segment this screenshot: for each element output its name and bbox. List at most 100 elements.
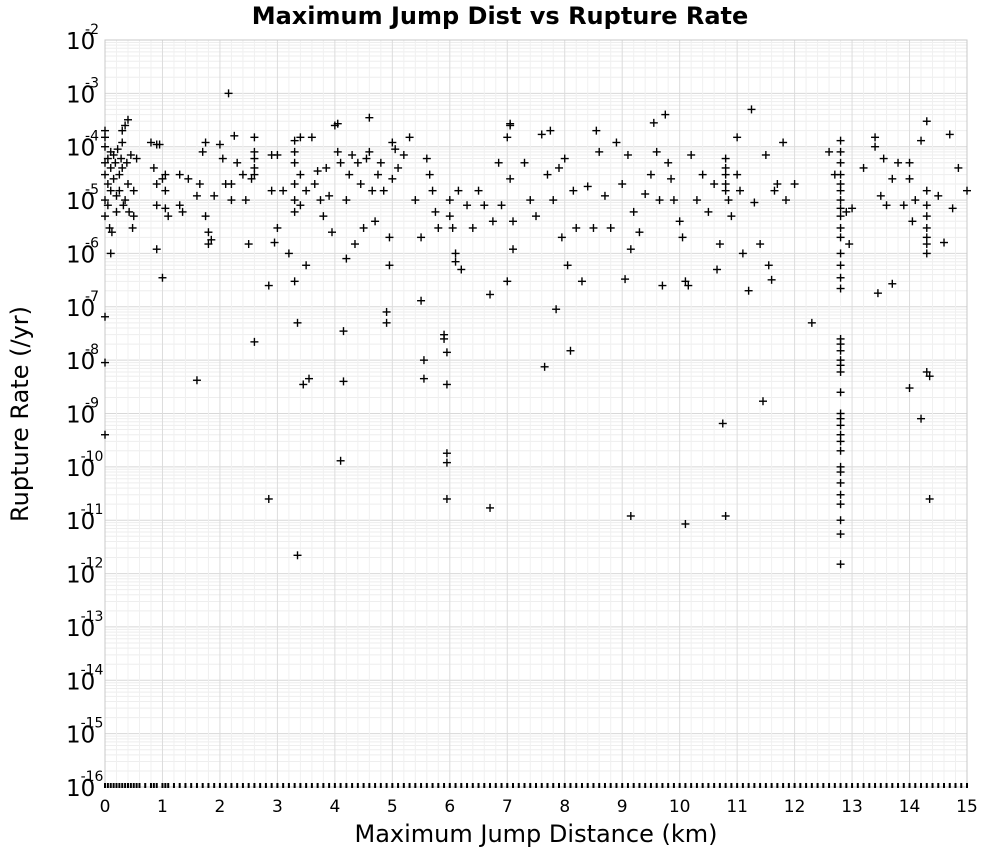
data-point — [119, 201, 128, 210]
y-tick-exponent: -4 — [85, 129, 99, 145]
data-point — [488, 217, 497, 226]
y-tick-base: 10 — [66, 189, 95, 215]
y-tick-exponent: -8 — [85, 342, 99, 358]
data-point — [713, 265, 722, 274]
data-point — [563, 261, 572, 270]
data-point — [945, 130, 954, 139]
data-point — [756, 240, 765, 249]
data-point — [117, 154, 126, 163]
data-point — [290, 196, 299, 205]
data-point — [836, 346, 845, 355]
data-point — [698, 170, 707, 179]
data-point — [310, 180, 319, 189]
data-point — [925, 372, 934, 381]
data-point — [103, 180, 112, 189]
data-point — [905, 384, 914, 393]
data-point — [112, 191, 121, 200]
data-point — [302, 186, 311, 195]
y-tick-label: 10-10 — [66, 449, 103, 482]
data-point — [161, 204, 170, 213]
data-point — [537, 130, 546, 139]
data-point — [333, 119, 342, 128]
y-tick-exponent: -16 — [81, 769, 104, 785]
data-point — [316, 196, 325, 205]
data-point — [557, 233, 566, 242]
y-tick-exponent: -9 — [85, 396, 99, 412]
data-point — [121, 121, 130, 130]
data-point — [184, 174, 193, 183]
y-tick-label: 10-2 — [66, 22, 99, 55]
data-point — [428, 186, 437, 195]
data-point — [520, 158, 529, 167]
data-point — [434, 223, 443, 232]
data-point — [451, 249, 460, 258]
data-point — [250, 133, 259, 142]
data-point — [123, 180, 132, 189]
data-point — [954, 163, 963, 172]
data-point — [836, 136, 845, 145]
data-point — [210, 191, 219, 200]
data-point — [123, 115, 132, 124]
data-point — [790, 180, 799, 189]
data-point — [290, 180, 299, 189]
data-point — [905, 174, 914, 183]
y-tick-label: 10-7 — [66, 289, 99, 322]
data-point — [293, 551, 302, 560]
data-point — [198, 147, 207, 156]
data-point — [296, 170, 305, 179]
data-point — [836, 478, 845, 487]
data-point — [664, 158, 673, 167]
data-point — [948, 204, 957, 213]
data-point — [448, 223, 457, 232]
data-point — [345, 170, 354, 179]
y-tick-base: 10 — [66, 456, 95, 482]
data-point — [600, 191, 609, 200]
data-point — [218, 154, 227, 163]
y-tick-base: 10 — [66, 242, 95, 268]
data-point — [445, 196, 454, 205]
data-point — [299, 380, 308, 389]
data-point — [128, 223, 137, 232]
data-point — [264, 281, 273, 290]
data-point — [738, 249, 747, 258]
data-point — [761, 150, 770, 159]
y-tick-exponent: -11 — [81, 502, 104, 518]
data-point — [457, 265, 466, 274]
data-point — [675, 217, 684, 226]
data-point — [552, 305, 561, 314]
y-tick-label: 10-8 — [66, 342, 99, 375]
data-point — [836, 170, 845, 179]
data-point — [526, 196, 535, 205]
data-point — [425, 170, 434, 179]
data-point — [667, 174, 676, 183]
y-tick-exponent: -13 — [81, 609, 104, 625]
data-point — [322, 163, 331, 172]
data-point — [641, 189, 650, 198]
x-tick-label: 15 — [956, 797, 978, 817]
data-point — [934, 191, 943, 200]
data-point — [922, 223, 931, 232]
data-point — [876, 191, 885, 200]
data-point — [503, 133, 512, 142]
data-point — [178, 207, 187, 216]
data-point — [192, 376, 201, 385]
data-point — [118, 126, 127, 135]
data-point — [836, 204, 845, 213]
data-point — [922, 117, 931, 126]
data-point — [652, 147, 661, 156]
data-point — [101, 142, 109, 151]
data-point — [233, 158, 242, 167]
data-point — [807, 318, 816, 327]
data-point — [109, 174, 118, 183]
data-point — [733, 133, 742, 142]
data-point — [589, 223, 598, 232]
data-point — [175, 170, 184, 179]
y-tick-exponent: -14 — [81, 662, 104, 678]
data-point — [572, 223, 581, 232]
data-point — [227, 196, 236, 205]
data-point — [247, 174, 256, 183]
data-point — [836, 261, 845, 270]
data-point — [302, 261, 311, 270]
y-tick-label: 10-15 — [66, 716, 103, 749]
data-point — [451, 257, 460, 266]
